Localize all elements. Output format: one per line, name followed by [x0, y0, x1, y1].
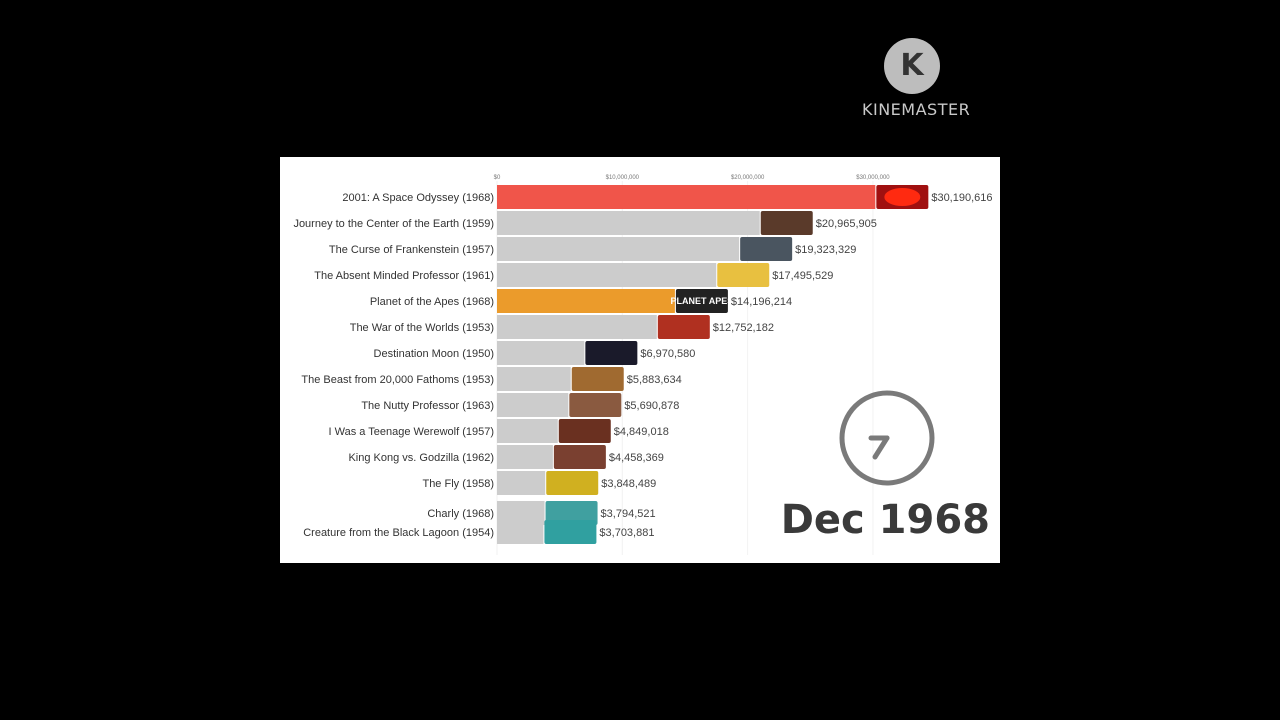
value-label: $4,458,369 — [609, 452, 664, 464]
value-label: $5,883,634 — [627, 374, 682, 386]
value-label: $20,965,905 — [816, 218, 877, 230]
poster-thumbnail — [760, 211, 813, 235]
bar — [497, 289, 675, 313]
poster-thumbnail — [571, 367, 624, 391]
value-label: $6,970,580 — [640, 348, 695, 360]
hal-eye-mark — [884, 188, 921, 206]
watermark-text: KINEMASTER — [862, 100, 971, 119]
category-label: Creature from the Black Lagoon (1954) — [303, 527, 494, 539]
tick-label: $20,000,000 — [731, 175, 765, 181]
poster-thumbnail — [740, 237, 793, 261]
value-label: $3,703,881 — [599, 527, 654, 539]
value-label: $4,849,018 — [614, 426, 669, 438]
category-label: The Fly (1958) — [422, 478, 494, 490]
category-label: King Kong vs. Godzilla (1962) — [348, 452, 494, 464]
bar — [497, 237, 740, 261]
value-label: $3,794,521 — [601, 508, 656, 520]
bar — [497, 471, 546, 495]
value-label: $19,323,329 — [795, 244, 856, 256]
category-label: I Was a Teenage Werewolf (1957) — [329, 426, 495, 438]
bar — [497, 520, 544, 544]
category-label: The Absent Minded Professor (1961) — [314, 270, 494, 282]
poster-thumbnail — [717, 263, 770, 287]
category-label: Destination Moon (1950) — [374, 348, 494, 360]
bar — [497, 419, 558, 443]
bar — [497, 185, 876, 209]
poster-thumbnail — [545, 501, 598, 525]
poster-thumbnail — [553, 445, 606, 469]
value-label: $30,190,616 — [931, 192, 992, 204]
bar — [497, 263, 717, 287]
poster-thumbnail — [569, 393, 622, 417]
bar — [497, 315, 657, 339]
value-label: $14,196,214 — [731, 296, 792, 308]
bar — [497, 393, 569, 417]
clock-icon — [839, 390, 935, 486]
bar — [497, 211, 760, 235]
category-label: Journey to the Center of the Earth (1959… — [293, 218, 494, 230]
category-label: Charly (1968) — [427, 508, 494, 520]
value-label: $5,690,878 — [624, 400, 679, 412]
poster-thumbnail — [546, 471, 599, 495]
bar-chart-race-panel: $0 $10,000,000 $20,000,000 $30,000,000 2001:… — [280, 157, 1000, 563]
kinemaster-watermark: K KINEMASTER — [862, 36, 971, 126]
tick-label: $10,000,000 — [606, 175, 640, 181]
category-label: The Beast from 20,000 Fathoms (1953) — [301, 374, 494, 386]
value-label: $17,495,529 — [772, 270, 833, 282]
tick-label: $30,000,000 — [856, 175, 890, 181]
poster-thumbnail — [558, 419, 611, 443]
category-label: The War of the Worlds (1953) — [350, 322, 494, 334]
logo-letter: K — [900, 48, 924, 83]
poster-thumbnail — [544, 520, 597, 544]
tick-label: $0 — [494, 175, 501, 181]
bar-chart: $0 $10,000,000 $20,000,000 $30,000,000 2001:… — [293, 175, 993, 555]
bar — [497, 367, 571, 391]
poster-thumbnail — [585, 341, 638, 365]
date-label: Dec 1968 — [780, 497, 990, 543]
poster-thumbnail — [657, 315, 710, 339]
category-label: 2001: A Space Odyssey (1968) — [342, 192, 494, 204]
category-label: The Nutty Professor (1963) — [361, 400, 494, 412]
thumbnail-text: PLANET APES — [671, 296, 734, 306]
bar — [497, 341, 585, 365]
poster-thumbnail — [675, 289, 728, 313]
category-label: Planet of the Apes (1968) — [370, 296, 494, 308]
kinemaster-logo-icon: K — [884, 38, 940, 94]
value-label: $3,848,489 — [601, 478, 656, 490]
category-label: The Curse of Frankenstein (1957) — [329, 244, 494, 256]
bar — [497, 445, 553, 469]
value-label: $12,752,182 — [713, 322, 774, 334]
